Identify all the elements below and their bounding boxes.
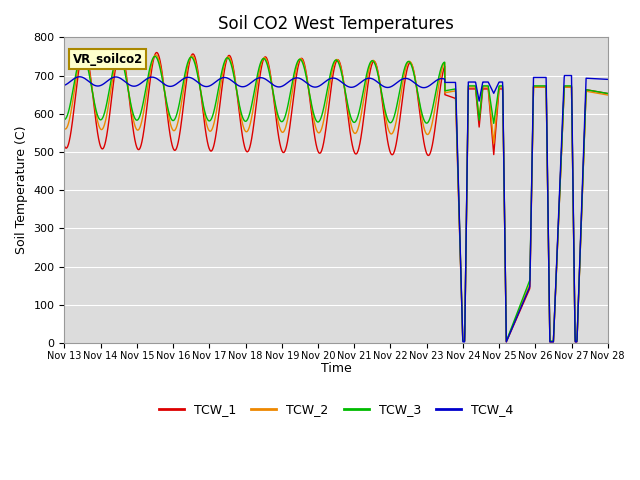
TCW_2 [79, 50, 87, 56]
TCW_3 [604, 91, 612, 96]
TCW_1 [81, 47, 88, 52]
TCW_4 [352, 83, 360, 89]
TCW_3 [556, 179, 564, 185]
TCW_2 [212, 110, 220, 116]
Line: TCW_1: TCW_1 [65, 49, 608, 342]
TCW_1 [364, 84, 371, 90]
TCW_3 [495, 89, 502, 95]
TCW_4 [604, 76, 612, 82]
TCW_1 [61, 143, 68, 149]
TCW_2 [364, 73, 371, 79]
Text: VR_soilco2: VR_soilco2 [72, 53, 143, 66]
Y-axis label: Soil Temperature (C): Soil Temperature (C) [15, 126, 28, 254]
TCW_1 [604, 91, 612, 96]
TCW_4 [556, 179, 564, 185]
TCW_4 [364, 76, 371, 82]
TCW_3 [212, 98, 220, 104]
TCW_1 [546, 339, 554, 345]
TCW_3 [61, 117, 68, 122]
TCW_3 [572, 338, 579, 344]
X-axis label: Time: Time [321, 362, 351, 375]
TCW_2 [61, 126, 68, 132]
TCW_3 [460, 338, 467, 344]
TCW_2 [572, 338, 579, 344]
TCW_4 [212, 79, 220, 84]
Line: TCW_4: TCW_4 [65, 75, 608, 342]
TCW_2 [546, 338, 554, 344]
TCW_1 [352, 151, 360, 157]
TCW_1 [212, 131, 220, 136]
TCW_4 [494, 82, 502, 87]
TCW_4 [61, 83, 68, 88]
TCW_4 [561, 72, 568, 78]
TCW_2 [494, 95, 502, 101]
TCW_1 [494, 99, 502, 105]
Line: TCW_2: TCW_2 [65, 53, 608, 341]
Title: Soil CO2 West Temperatures: Soil CO2 West Temperatures [218, 15, 454, 33]
TCW_2 [556, 180, 564, 186]
Line: TCW_3: TCW_3 [65, 55, 608, 341]
TCW_3 [364, 67, 371, 73]
Legend: TCW_1, TCW_2, TCW_3, TCW_4: TCW_1, TCW_2, TCW_3, TCW_4 [154, 398, 518, 421]
TCW_3 [79, 52, 86, 58]
TCW_2 [352, 130, 360, 136]
TCW_3 [352, 118, 360, 124]
TCW_4 [460, 339, 467, 345]
TCW_2 [604, 92, 612, 98]
TCW_1 [572, 339, 579, 345]
TCW_1 [556, 180, 564, 186]
TCW_4 [572, 339, 579, 345]
